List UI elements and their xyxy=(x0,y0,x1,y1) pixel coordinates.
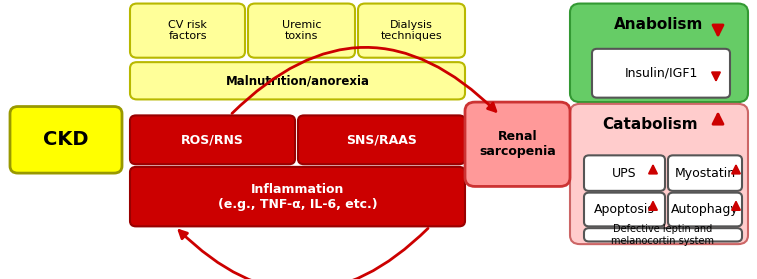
Text: SNS/RAAS: SNS/RAAS xyxy=(346,133,417,146)
Text: Apoptosis: Apoptosis xyxy=(594,203,655,216)
FancyBboxPatch shape xyxy=(248,4,355,58)
Text: Autophagy: Autophagy xyxy=(671,203,739,216)
FancyBboxPatch shape xyxy=(584,228,742,241)
Text: Catabolism: Catabolism xyxy=(602,117,698,132)
FancyBboxPatch shape xyxy=(570,104,748,244)
Text: Myostatin: Myostatin xyxy=(674,167,736,180)
Text: Renal
sarcopenia: Renal sarcopenia xyxy=(479,130,556,158)
FancyBboxPatch shape xyxy=(584,155,665,191)
FancyBboxPatch shape xyxy=(465,102,570,186)
FancyBboxPatch shape xyxy=(592,49,730,98)
FancyBboxPatch shape xyxy=(668,155,742,191)
Text: Malnutrition/anorexia: Malnutrition/anorexia xyxy=(226,74,369,87)
Text: Uremic
toxins: Uremic toxins xyxy=(282,20,321,41)
Text: Inflammation
(e.g., TNF-α, IL-6, etc.): Inflammation (e.g., TNF-α, IL-6, etc.) xyxy=(218,183,377,211)
FancyBboxPatch shape xyxy=(570,4,748,102)
Text: CV risk
factors: CV risk factors xyxy=(168,20,207,41)
Text: Defective leptin and
melanocortin system: Defective leptin and melanocortin system xyxy=(612,224,715,246)
FancyBboxPatch shape xyxy=(298,116,465,164)
Text: Insulin/IGF1: Insulin/IGF1 xyxy=(625,67,698,80)
FancyBboxPatch shape xyxy=(130,116,295,164)
Text: ROS/RNS: ROS/RNS xyxy=(181,133,244,146)
FancyBboxPatch shape xyxy=(130,62,465,99)
FancyBboxPatch shape xyxy=(584,193,665,226)
Text: Anabolism: Anabolism xyxy=(615,17,704,32)
Text: CKD: CKD xyxy=(43,130,89,149)
Text: Dialysis
techniques: Dialysis techniques xyxy=(381,20,442,41)
FancyBboxPatch shape xyxy=(130,167,465,226)
FancyBboxPatch shape xyxy=(10,107,122,173)
Text: UPS: UPS xyxy=(612,167,637,180)
FancyBboxPatch shape xyxy=(358,4,465,58)
FancyBboxPatch shape xyxy=(130,4,245,58)
FancyBboxPatch shape xyxy=(668,193,742,226)
